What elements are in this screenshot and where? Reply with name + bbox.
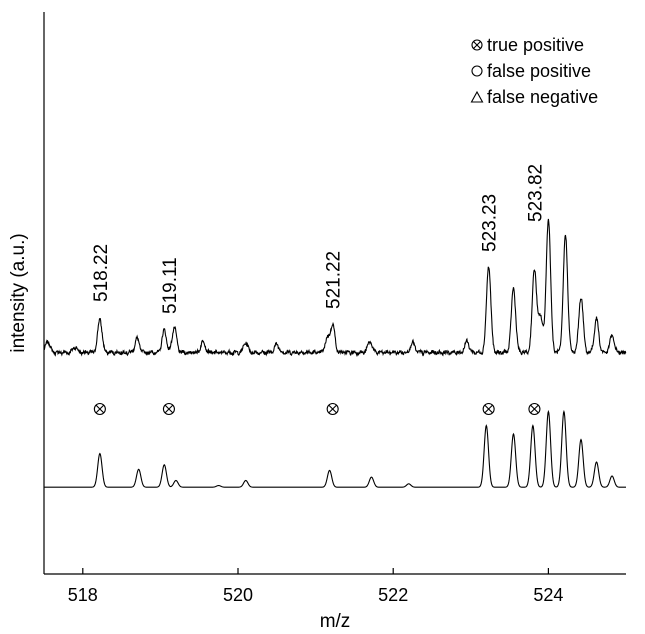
true-positive-marker — [93, 402, 106, 416]
legend-label: true positive — [487, 35, 584, 55]
legend-label: false negative — [487, 87, 598, 107]
x-tick-label: 524 — [533, 585, 563, 605]
peak-label: 518.22 — [91, 244, 112, 302]
circle-legend-icon — [471, 65, 483, 77]
true-positive-marker — [528, 402, 541, 416]
peak-label: 523.82 — [525, 164, 546, 222]
series-line-upper — [43, 218, 627, 357]
x-tick-label: 520 — [223, 585, 253, 605]
series-line-lower — [44, 409, 626, 488]
x-axis-label: m/z — [320, 611, 351, 632]
peak-markers — [93, 402, 541, 416]
peak-label: 521.22 — [324, 251, 345, 309]
axes — [43, 12, 626, 575]
circle-x-legend-icon — [471, 39, 483, 51]
peak-label: 523.23 — [480, 194, 501, 252]
true-positive-marker — [162, 402, 175, 416]
y-axis-label: intensity (a.u.) — [8, 233, 29, 352]
legend-label: false positive — [487, 61, 591, 81]
x-ticks: 518 520 522 524 — [68, 568, 563, 605]
true-positive-marker — [326, 402, 339, 416]
legend: true positive false positive false negativ… — [470, 35, 598, 107]
triangle-legend-icon — [470, 90, 484, 103]
peak-labels: 518.22 519.11 521.22 523.23 523.82 — [91, 164, 547, 314]
x-tick-label: 518 — [68, 585, 98, 605]
peak-label: 519.11 — [160, 257, 181, 314]
true-positive-marker — [482, 402, 495, 416]
x-tick-label: 522 — [378, 585, 408, 605]
series-group — [43, 218, 627, 488]
